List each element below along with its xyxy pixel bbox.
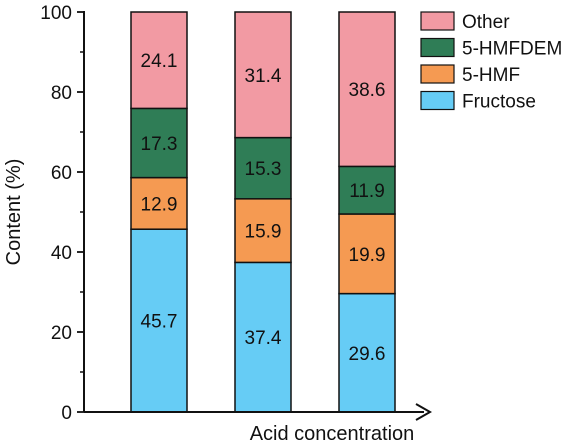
legend-swatch-5-hmf [420,64,455,84]
data-label-other-1: 24.1 [141,51,178,72]
data-label-5-hmf-1: 12.9 [141,194,178,215]
bar-segment-fructose-1 [130,228,188,413]
bar-segment-other-2 [234,11,292,139]
data-label-fructose-3: 29.6 [349,344,386,365]
bar-segment-5-hmfdem-2 [234,136,292,200]
data-label-5-hmfdem-1: 17.3 [141,134,178,155]
x-axis-arrow [415,403,433,421]
data-label-fructose-1: 45.7 [141,312,178,333]
axes-layer: 0 20 40 60 80 100 [40,3,433,424]
data-label-5-hmfdem-2: 15.3 [245,159,282,180]
y-tick-label-60: 60 [51,163,72,184]
x-axis-label: Acid concentration [250,423,415,445]
bar-segment-5-hmf-1 [130,176,188,230]
data-label-5-hmfdem-3: 11.9 [349,181,385,202]
y-axis-label: Content (%) [3,159,25,266]
legend-swatch-fructose [420,90,455,111]
bar-segment-other-1 [130,11,188,110]
bar-segment-5-hmfdem-3 [338,165,396,215]
y-tick-label-20: 20 [51,323,72,344]
y-tick-label-0: 0 [61,403,72,424]
legend: Other 5-HMFDEM 5-HMF Fructose [420,11,562,113]
bar-segment-5-hmf-2 [234,198,292,264]
legend-label-5-hmfdem: 5-HMFDEM [462,39,562,60]
legend-swatch-5-hmfdem [420,37,455,58]
y-tick-label-80: 80 [51,83,72,104]
bar-segment-5-hmf-3 [338,213,396,295]
bars-layer [130,11,396,413]
data-label-other-3: 38.6 [349,80,386,101]
legend-label-5-hmf: 5-HMF [462,65,520,86]
bar-segment-other-3 [338,11,396,168]
data-label-other-2: 31.4 [245,66,282,87]
data-label-5-hmf-2: 15.9 [245,222,282,243]
legend-label-other: Other [462,12,510,33]
data-label-5-hmf-3: 19.9 [349,245,386,266]
data-label-fructose-2: 37.4 [245,328,282,349]
data-labels-layer: 45.7 12.9 17.3 24.1 37.4 15.9 15.3 31.4 29.6 19.9… [141,51,386,365]
legend-swatch-other [420,11,455,31]
y-tick-label-40: 40 [51,243,72,264]
legend-label-fructose: Fructose [462,92,536,113]
y-tick-label-100: 100 [40,3,72,24]
